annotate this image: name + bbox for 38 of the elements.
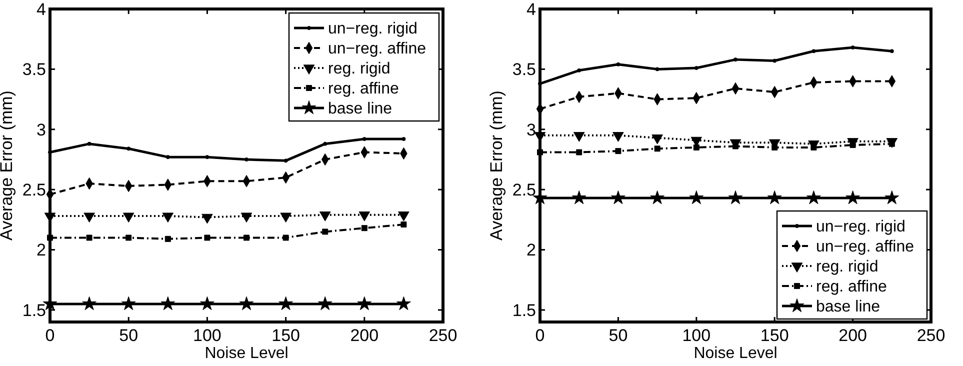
x-axis-title: Noise Level bbox=[204, 345, 288, 362]
legend-label: reg. rigid bbox=[816, 258, 878, 276]
x-tick-label: 250 bbox=[428, 326, 458, 345]
legend-label: un−reg. rigid bbox=[816, 218, 906, 236]
legend-label: reg. rigid bbox=[328, 60, 390, 78]
y-tick-label: 2.5 bbox=[22, 180, 46, 200]
legend-label: base line bbox=[816, 298, 880, 316]
y-tick-label: 4 bbox=[36, 0, 46, 19]
y-tick-label: 4 bbox=[526, 0, 536, 19]
x-tick-label: 200 bbox=[350, 326, 379, 345]
legend-label: un−reg. affine bbox=[816, 238, 914, 256]
x-tick-label: 100 bbox=[682, 326, 711, 345]
x-tick-label: 150 bbox=[272, 326, 300, 345]
y-tick-label: 2 bbox=[526, 240, 536, 260]
x-tick-label: 100 bbox=[193, 326, 222, 345]
y-tick-label: 3.5 bbox=[22, 60, 46, 80]
x-axis-title: Noise Level bbox=[694, 345, 778, 362]
x-tick-label: 50 bbox=[119, 326, 138, 345]
y-tick-label: 3 bbox=[36, 120, 46, 140]
legend-label: un−reg. affine bbox=[328, 40, 426, 58]
x-tick-label: 150 bbox=[760, 326, 789, 345]
y-axis-title: Average Error (mm) bbox=[487, 90, 506, 240]
legend-label: reg. affine bbox=[816, 278, 887, 296]
y-tick-label: 1.5 bbox=[22, 300, 46, 320]
x-tick-label: 200 bbox=[838, 326, 867, 345]
x-tick-label: 0 bbox=[535, 326, 545, 345]
x-tick-label: 250 bbox=[916, 326, 946, 345]
y-axis-title: Average Error (mm) bbox=[0, 90, 16, 240]
y-tick-label: 3 bbox=[526, 120, 536, 140]
y-tick-label: 2.5 bbox=[512, 180, 536, 200]
legend-label: un−reg. rigid bbox=[328, 20, 418, 38]
x-tick-label: 0 bbox=[45, 326, 55, 345]
y-tick-label: 1.5 bbox=[512, 300, 536, 320]
x-tick-label: 50 bbox=[608, 326, 628, 345]
legend-label: reg. affine bbox=[328, 80, 399, 98]
legend-label: base line bbox=[328, 100, 392, 118]
y-tick-label: 3.5 bbox=[512, 60, 536, 80]
y-tick-label: 2 bbox=[36, 240, 46, 260]
